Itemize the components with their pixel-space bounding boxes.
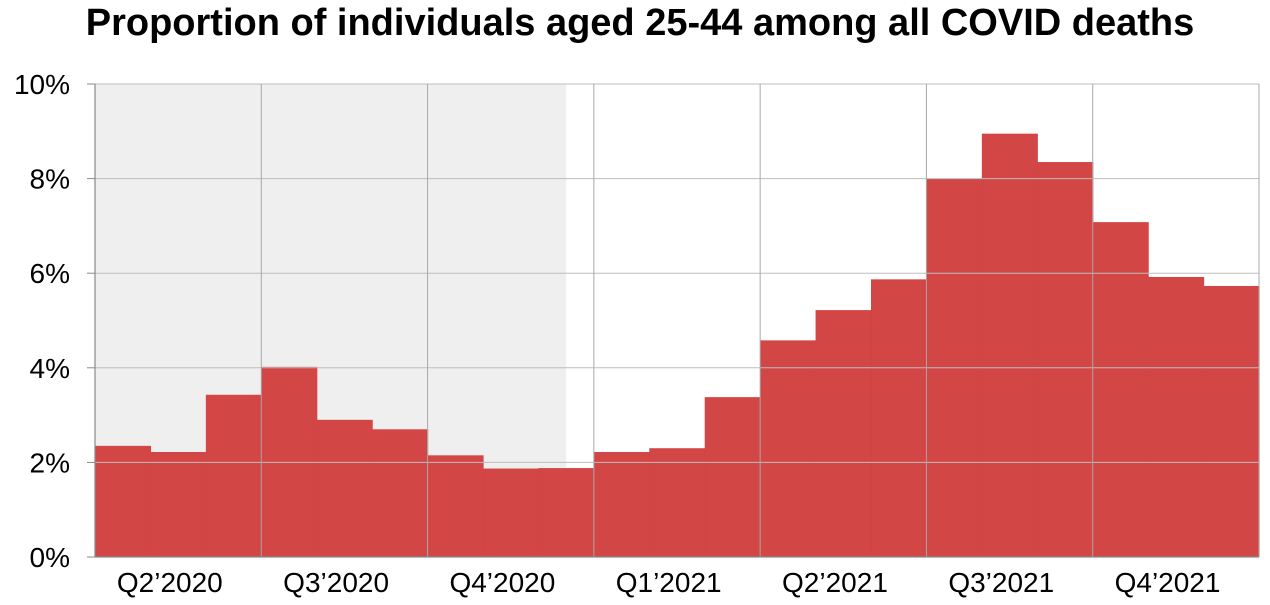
bar bbox=[316, 419, 373, 557]
y-tick-label: 6% bbox=[30, 258, 70, 289]
bar bbox=[205, 394, 262, 557]
axes bbox=[87, 83, 1259, 558]
bar bbox=[1148, 276, 1205, 557]
y-tick-label: 0% bbox=[30, 542, 70, 573]
y-tick-label: 4% bbox=[30, 353, 70, 384]
bars bbox=[95, 133, 1260, 558]
bar bbox=[483, 468, 540, 557]
bar bbox=[649, 448, 706, 557]
bar bbox=[760, 340, 817, 557]
x-tick-label: Q4’2021 bbox=[1115, 567, 1221, 598]
bar bbox=[981, 133, 1038, 558]
bar bbox=[538, 468, 595, 557]
bar bbox=[1203, 285, 1260, 557]
bar bbox=[871, 279, 928, 557]
chart-title: Proportion of individuals aged 25-44 amo… bbox=[85, 2, 1195, 44]
x-tick-label: Q2’2021 bbox=[782, 567, 888, 598]
bar bbox=[427, 455, 484, 557]
x-tick-label: Q2’2020 bbox=[117, 567, 223, 598]
y-tick-label: 2% bbox=[30, 447, 70, 478]
x-tick-label: Q1’2021 bbox=[616, 567, 722, 598]
x-tick-label: Q3’2021 bbox=[948, 567, 1054, 598]
bar bbox=[593, 451, 650, 557]
x-tick-labels: Q2’2020 Q3’2020 Q4’2020 Q1’2021 Q2’2021 Q3’20… bbox=[117, 567, 1221, 598]
bar bbox=[372, 429, 429, 557]
y-tick-label: 8% bbox=[30, 164, 70, 195]
bar bbox=[704, 397, 761, 557]
bar bbox=[95, 445, 152, 557]
y-tick-labels: 0% 2% 4% 6% 8% 10% bbox=[14, 69, 70, 573]
y-tick-label: 10% bbox=[14, 69, 70, 100]
bar bbox=[1092, 222, 1149, 557]
x-tick-label: Q4’2020 bbox=[449, 567, 555, 598]
x-tick-label: Q3’2020 bbox=[283, 567, 389, 598]
bar bbox=[815, 310, 872, 557]
bar bbox=[1037, 162, 1094, 558]
bar bbox=[150, 451, 207, 557]
